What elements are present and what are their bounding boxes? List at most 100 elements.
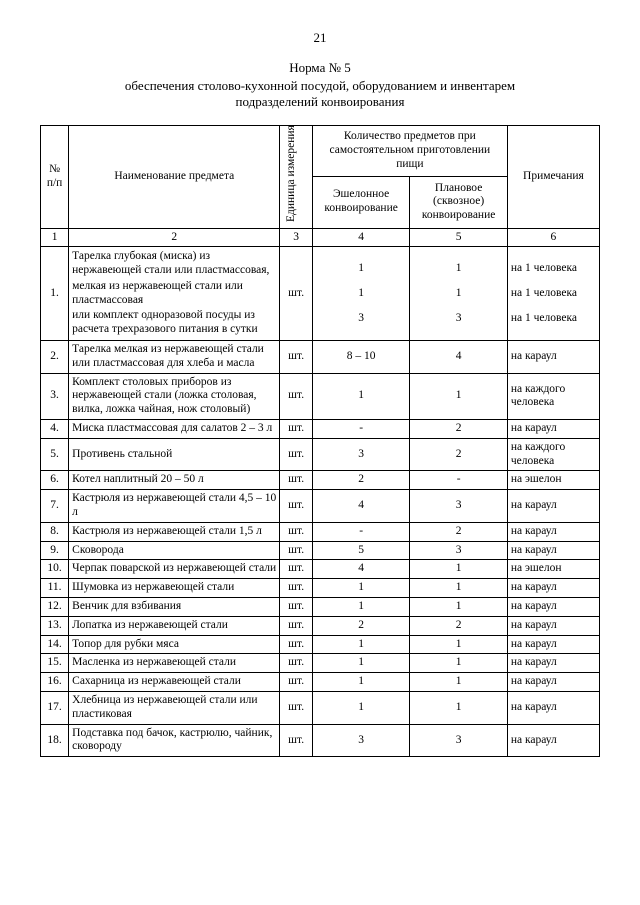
table-row: 14.Топор для рубки мясашт.11на караул <box>41 635 600 654</box>
cell-name: Шумовка из нержавеющей стали <box>69 579 280 598</box>
table-row: 18.Подставка под бачок, кастрюлю, чайник… <box>41 724 600 757</box>
cell-unit: шт. <box>280 420 312 439</box>
cell-c5: 1 <box>410 373 508 419</box>
table-row: 16.Сахарница из нержавеющей сталишт.11на… <box>41 673 600 692</box>
cell-note: на каждого человека <box>507 373 599 419</box>
cell-name: Котел наплитный 20 – 50 л <box>69 471 280 490</box>
colnum: 3 <box>280 228 312 247</box>
colnum: 2 <box>69 228 280 247</box>
cell-name: Кастрюля из нержавеющей стали 1,5 л <box>69 522 280 541</box>
cell-c5: 1 <box>410 560 508 579</box>
cell-num: 11. <box>41 579 69 598</box>
page-number: 21 <box>40 30 600 46</box>
cell-c5: 3 <box>410 724 508 757</box>
cell-unit: шт. <box>280 579 312 598</box>
colnum: 4 <box>312 228 409 247</box>
table-row: 10.Черпак поварской из нержавеющей стали… <box>41 560 600 579</box>
colnum: 6 <box>507 228 599 247</box>
cell-c5: - <box>410 471 508 490</box>
cell-c5: 2 <box>410 438 508 471</box>
cell-num: 14. <box>41 635 69 654</box>
table-row: 17.Хлебница из нержавеющей стали или пла… <box>41 692 600 725</box>
cell-note: на караул <box>507 598 599 617</box>
cell-unit: шт. <box>280 438 312 471</box>
cell-name: Топор для рубки мяса <box>69 635 280 654</box>
th-notes: Примечания <box>507 125 599 228</box>
cell-c5: 1 <box>410 673 508 692</box>
cell-unit: шт. <box>280 490 312 523</box>
cell-name: Противень стальной <box>69 438 280 471</box>
th-name: Наименование предмета <box>69 125 280 228</box>
cell-unit: шт. <box>280 471 312 490</box>
colnum: 5 <box>410 228 508 247</box>
cell-name: Масленка из нержавеющей стали <box>69 654 280 673</box>
cell-unit: шт. <box>280 616 312 635</box>
cell-note: на караул <box>507 673 599 692</box>
cell-num: 7. <box>41 490 69 523</box>
cell-note: на караул <box>507 341 599 374</box>
cell-note: на караул <box>507 635 599 654</box>
table-row: 3.Комплект столовых приборов из нержавею… <box>41 373 600 419</box>
table-row: 2.Тарелка мелкая из нержавеющей стали ил… <box>41 341 600 374</box>
cell-name: Тарелка глубокая (миска) из нержавеющей … <box>69 247 280 341</box>
cell-num: 3. <box>41 373 69 419</box>
cell-num: 17. <box>41 692 69 725</box>
cell-unit: шт. <box>280 247 312 341</box>
cell-c4: 5 <box>312 541 409 560</box>
cell-unit: шт. <box>280 373 312 419</box>
cell-c5: 2 <box>410 616 508 635</box>
cell-name: Кастрюля из нержавеющей стали 4,5 – 10 л <box>69 490 280 523</box>
table-row: 13.Лопатка из нержавеющей сталишт.22на к… <box>41 616 600 635</box>
cell-num: 2. <box>41 341 69 374</box>
cell-name: Комплект столовых приборов из нержавеюще… <box>69 373 280 419</box>
cell-c4: 1 <box>312 692 409 725</box>
cell-c4: 3 <box>312 438 409 471</box>
cell-c5: 3 <box>410 541 508 560</box>
cell-note: на караул <box>507 616 599 635</box>
cell-c5: 2 <box>410 420 508 439</box>
cell-num: 15. <box>41 654 69 673</box>
table-row: 11.Шумовка из нержавеющей сталишт.11на к… <box>41 579 600 598</box>
cell-num: 8. <box>41 522 69 541</box>
doc-subtitle: обеспечения столово-кухонной посудой, об… <box>40 78 600 111</box>
cell-c4: 8 – 10 <box>312 341 409 374</box>
table-row: 12.Венчик для взбиванияшт.11на караул <box>41 598 600 617</box>
cell-note: на караул <box>507 724 599 757</box>
cell-c4: 1 <box>312 373 409 419</box>
cell-c5: 113 <box>410 247 508 341</box>
cell-c4: 1 <box>312 673 409 692</box>
cell-num: 16. <box>41 673 69 692</box>
cell-unit: шт. <box>280 692 312 725</box>
cell-c5: 1 <box>410 579 508 598</box>
cell-unit: шт. <box>280 598 312 617</box>
subtitle-line: обеспечения столово-кухонной посудой, об… <box>125 78 515 93</box>
cell-note: на караул <box>507 541 599 560</box>
cell-num: 12. <box>41 598 69 617</box>
table-row: 8.Кастрюля из нержавеющей стали 1,5 лшт.… <box>41 522 600 541</box>
table-row: 15.Масленка из нержавеющей сталишт.11на … <box>41 654 600 673</box>
cell-num: 10. <box>41 560 69 579</box>
doc-title: Норма № 5 <box>40 60 600 76</box>
cell-name: Черпак поварской из нержавеющей стали <box>69 560 280 579</box>
th-col4: Эшелонное конвоирование <box>312 177 409 229</box>
norms-table: № п/п Наименование предмета Единица изме… <box>40 125 600 758</box>
cell-name: Лопатка из нержавеющей стали <box>69 616 280 635</box>
cell-note: на караул <box>507 490 599 523</box>
cell-c5: 1 <box>410 635 508 654</box>
cell-num: 9. <box>41 541 69 560</box>
cell-num: 4. <box>41 420 69 439</box>
cell-c5: 1 <box>410 692 508 725</box>
table-row: 5.Противень стальнойшт.32на каждого чело… <box>41 438 600 471</box>
cell-note: на караул <box>507 522 599 541</box>
cell-unit: шт. <box>280 635 312 654</box>
cell-note: на караул <box>507 420 599 439</box>
cell-name: Миска пластмассовая для салатов 2 – 3 л <box>69 420 280 439</box>
table-row: 4.Миска пластмассовая для салатов 2 – 3 … <box>41 420 600 439</box>
cell-c4: 1 <box>312 579 409 598</box>
cell-unit: шт. <box>280 724 312 757</box>
cell-note: на эшелон <box>507 560 599 579</box>
table-row: 1.Тарелка глубокая (миска) из нержавеюще… <box>41 247 600 341</box>
cell-c4: 1 <box>312 654 409 673</box>
cell-num: 5. <box>41 438 69 471</box>
cell-c5: 1 <box>410 598 508 617</box>
